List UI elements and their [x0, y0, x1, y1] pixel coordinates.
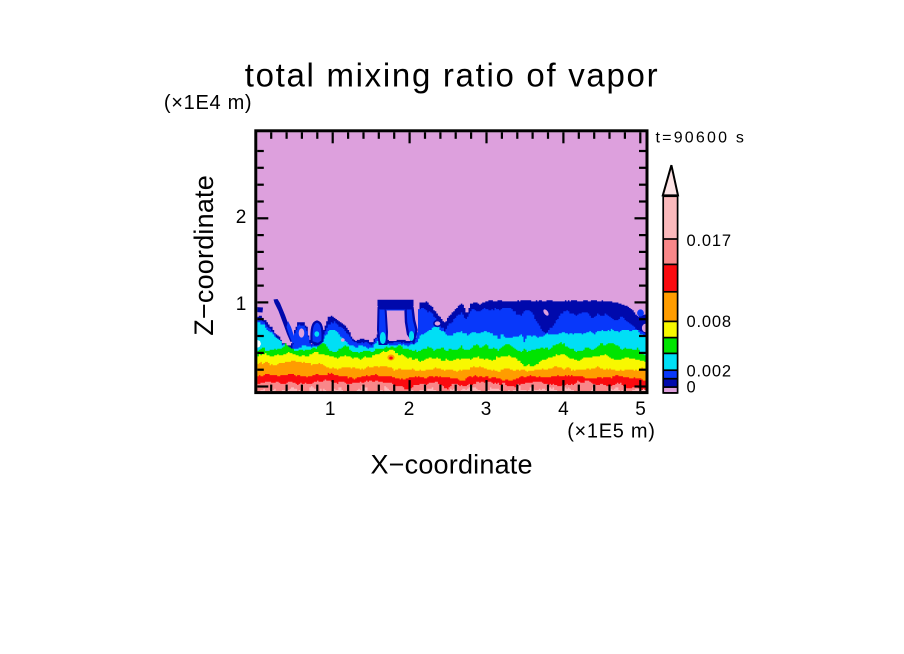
svg-text:0.008: 0.008 — [687, 313, 732, 331]
svg-text:Z−coordinate: Z−coordinate — [189, 175, 219, 336]
svg-text:3: 3 — [481, 399, 492, 420]
svg-text:0.002: 0.002 — [687, 363, 732, 381]
svg-text:(×1E5 m): (×1E5 m) — [567, 421, 655, 443]
svg-text:t=90600 s: t=90600 s — [656, 129, 747, 146]
svg-text:2: 2 — [404, 399, 415, 420]
svg-text:5: 5 — [635, 399, 646, 420]
svg-text:1: 1 — [236, 294, 247, 315]
svg-text:2: 2 — [236, 207, 247, 228]
svg-text:total mixing ratio of vapor: total mixing ratio of vapor — [245, 57, 660, 94]
svg-text:4: 4 — [558, 399, 569, 420]
svg-text:0: 0 — [687, 379, 697, 397]
svg-text:(×1E4 m): (×1E4 m) — [164, 92, 252, 114]
svg-text:X−coordinate: X−coordinate — [370, 449, 532, 479]
svg-text:0.017: 0.017 — [687, 232, 732, 250]
svg-text:1: 1 — [325, 399, 336, 420]
